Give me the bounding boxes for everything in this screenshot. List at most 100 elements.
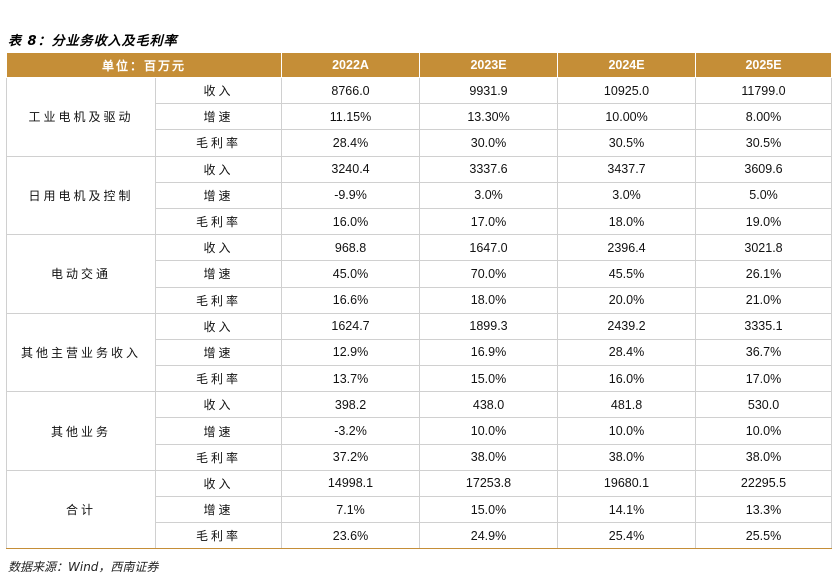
metric-label: 毛利率 [154, 365, 283, 393]
cell-value: 45.0% [281, 260, 421, 288]
cell-value: 17253.8 [419, 469, 559, 498]
segment-name: 工业电机及驱动 [6, 77, 156, 157]
cell-value: 1899.3 [419, 312, 559, 340]
table-row: 工业电机及驱动 收入 8766.0 9931.9 10925.0 11799.0 [6, 76, 833, 157]
cell-value: 3609.6 [695, 155, 833, 183]
metric-label: 毛利率 [154, 286, 283, 314]
cell-value: 14998.1 [281, 469, 421, 498]
cell-value: 530.0 [695, 391, 833, 419]
cell-value: 13.7% [281, 365, 421, 393]
metric-label: 毛利率 [154, 443, 283, 471]
cell-value: 16.0% [557, 365, 697, 393]
cell-value: 25.5% [695, 522, 833, 550]
metric-label: 毛利率 [154, 522, 283, 550]
cell-value: 25.4% [557, 522, 697, 550]
cell-value: 17.0% [695, 365, 833, 393]
unit-header: 单位：百万元 [5, 52, 283, 78]
cell-value: 28.4% [281, 129, 421, 157]
cell-value: 10.0% [557, 417, 697, 445]
year-header: 2023E [419, 52, 559, 78]
cell-value: 16.0% [281, 207, 421, 236]
cell-value: 438.0 [419, 391, 559, 419]
table-row: 毛利率 16.6% 18.0% 20.0% 21.0% [7, 286, 833, 314]
metric-label: 增速 [154, 338, 283, 367]
cell-value: 19.0% [695, 207, 833, 236]
cell-value: 10.0% [695, 417, 833, 445]
table-row: 毛利率 23.6% 24.9% 25.4% 25.5% [7, 522, 833, 550]
cell-value: 30.5% [557, 129, 697, 157]
segment-name: 其他主营业务收入 [6, 312, 156, 393]
cell-value: 8766.0 [281, 76, 421, 105]
segment-name: 其他业务 [6, 391, 156, 471]
cell-value: 10.0% [419, 417, 559, 445]
cell-value: 24.9% [419, 522, 559, 550]
cell-value: 19680.1 [557, 469, 697, 498]
metric-label: 增速 [154, 181, 283, 209]
cell-value: 18.0% [419, 286, 559, 314]
cell-value: 17.0% [419, 207, 559, 236]
cell-value: 36.7% [695, 338, 833, 367]
table-row: 增速 7.1% 15.0% 14.1% 13.3% [7, 495, 833, 524]
metric-label: 毛利率 [154, 207, 283, 236]
cell-value: 28.4% [557, 338, 697, 367]
table-row: 其他业务 收入 398.2 438.0 481.8 530.0 [6, 391, 833, 471]
cell-value: 3437.7 [557, 155, 697, 183]
table-row: 增速 -3.2% 10.0% 10.0% 10.0% [7, 417, 833, 445]
cell-value: 15.0% [419, 365, 559, 393]
cell-value: 13.3% [695, 495, 833, 524]
cell-value: 15.0% [419, 495, 559, 524]
cell-value: 38.0% [557, 443, 697, 471]
cell-value: 26.1% [695, 260, 833, 288]
metric-label: 收入 [154, 155, 283, 183]
cell-value: 12.9% [281, 338, 421, 367]
cell-value: 30.5% [695, 129, 833, 157]
cell-value: 2396.4 [557, 234, 697, 262]
year-header: 2022A [281, 52, 421, 78]
table-row: 合计 收入 14998.1 17253.8 19680.1 22295.5 [6, 469, 833, 550]
metric-label: 收入 [154, 234, 283, 262]
cell-value: 14.1% [557, 495, 697, 524]
metric-label: 增速 [154, 103, 283, 131]
cell-value: 70.0% [419, 260, 559, 288]
cell-value: -9.9% [281, 181, 421, 209]
cell-value: 2439.2 [557, 312, 697, 340]
year-header: 2024E [557, 52, 697, 78]
cell-value: 21.0% [695, 286, 833, 314]
segment-name: 日用电机及控制 [6, 155, 156, 236]
metric-label: 收入 [154, 391, 283, 419]
cell-value: -3.2% [281, 417, 421, 445]
cell-value: 3021.8 [695, 234, 833, 262]
cell-value: 18.0% [557, 207, 697, 236]
cell-value: 3337.6 [419, 155, 559, 183]
cell-value: 8.00% [695, 103, 833, 131]
metric-label: 毛利率 [154, 129, 283, 157]
cell-value: 37.2% [281, 443, 421, 471]
table-header-row: 单位：百万元 2022A 2023E 2024E 2025E [5, 52, 833, 78]
table-title: 表 8：分业务收入及毛利率 [8, 34, 178, 49]
table-row: 毛利率 28.4% 30.0% 30.5% 30.5% [7, 129, 833, 157]
table-row: 毛利率 37.2% 38.0% 38.0% 38.0% [7, 443, 833, 471]
cell-value: 1647.0 [419, 234, 559, 262]
cell-value: 10925.0 [557, 76, 697, 105]
metric-label: 收入 [154, 469, 283, 498]
table-row: 增速 11.15% 13.30% 10.00% 8.00% [7, 103, 833, 131]
segment-name: 电动交通 [6, 234, 156, 314]
cell-value: 16.6% [281, 286, 421, 314]
metric-label: 收入 [154, 312, 283, 340]
metric-label: 收入 [154, 76, 283, 105]
cell-value: 3335.1 [695, 312, 833, 340]
cell-value: 38.0% [695, 443, 833, 471]
table-row: 电动交通 收入 968.8 1647.0 2396.4 3021.8 [6, 234, 833, 314]
year-header: 2025E [695, 52, 833, 78]
metric-label: 增速 [154, 495, 283, 524]
cell-value: 23.6% [281, 522, 421, 550]
cell-value: 9931.9 [419, 76, 559, 105]
cell-value: 7.1% [281, 495, 421, 524]
cell-value: 22295.5 [695, 469, 833, 498]
metric-label: 增速 [154, 417, 283, 445]
metric-label: 增速 [154, 260, 283, 288]
cell-value: 10.00% [557, 103, 697, 131]
cell-value: 11799.0 [695, 76, 833, 105]
cell-value: 16.9% [419, 338, 559, 367]
cell-value: 5.0% [695, 181, 833, 209]
